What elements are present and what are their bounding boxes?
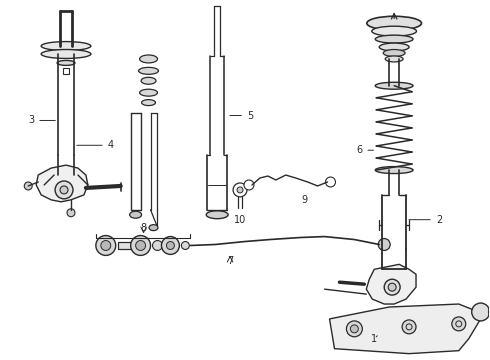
Circle shape <box>60 186 68 194</box>
Ellipse shape <box>367 16 421 30</box>
Ellipse shape <box>130 211 142 218</box>
Polygon shape <box>367 264 416 304</box>
Circle shape <box>378 239 390 251</box>
Circle shape <box>96 235 116 255</box>
Circle shape <box>181 242 189 249</box>
Text: 6: 6 <box>356 145 373 155</box>
Circle shape <box>67 209 75 217</box>
Circle shape <box>24 182 32 190</box>
Ellipse shape <box>57 60 75 66</box>
Ellipse shape <box>375 35 413 43</box>
Text: 10: 10 <box>234 215 246 225</box>
Text: 9: 9 <box>302 195 308 205</box>
Text: 2: 2 <box>409 215 442 225</box>
Circle shape <box>162 237 179 255</box>
Ellipse shape <box>372 26 416 36</box>
Text: 4: 4 <box>77 140 114 150</box>
Circle shape <box>136 240 146 251</box>
Circle shape <box>472 303 490 321</box>
Circle shape <box>346 321 362 337</box>
Bar <box>118 242 133 249</box>
Ellipse shape <box>375 167 413 174</box>
Ellipse shape <box>142 100 155 105</box>
Circle shape <box>55 181 73 199</box>
Text: 5: 5 <box>230 111 253 121</box>
Circle shape <box>131 235 150 255</box>
Ellipse shape <box>141 77 156 84</box>
Circle shape <box>233 183 247 197</box>
Ellipse shape <box>385 56 403 62</box>
Circle shape <box>152 240 163 251</box>
Circle shape <box>384 279 400 295</box>
Text: 7: 7 <box>227 256 233 266</box>
Text: 1: 1 <box>371 334 377 344</box>
Ellipse shape <box>206 211 228 219</box>
Polygon shape <box>329 304 484 354</box>
Ellipse shape <box>379 43 409 51</box>
Circle shape <box>402 320 416 334</box>
Circle shape <box>167 242 174 249</box>
Ellipse shape <box>41 41 91 50</box>
Circle shape <box>244 180 254 190</box>
Circle shape <box>237 187 243 193</box>
Ellipse shape <box>140 89 157 96</box>
Ellipse shape <box>489 305 490 319</box>
Ellipse shape <box>41 50 91 58</box>
Circle shape <box>325 177 336 187</box>
Ellipse shape <box>383 50 405 57</box>
Text: 3: 3 <box>28 116 55 126</box>
Ellipse shape <box>139 67 158 74</box>
Circle shape <box>388 283 396 291</box>
Ellipse shape <box>140 55 157 63</box>
Circle shape <box>350 325 358 333</box>
Bar <box>63 68 69 74</box>
Ellipse shape <box>375 82 413 89</box>
Circle shape <box>452 317 466 331</box>
Polygon shape <box>36 165 88 202</box>
Text: 8: 8 <box>141 222 147 233</box>
Ellipse shape <box>149 225 158 231</box>
Circle shape <box>101 240 111 251</box>
